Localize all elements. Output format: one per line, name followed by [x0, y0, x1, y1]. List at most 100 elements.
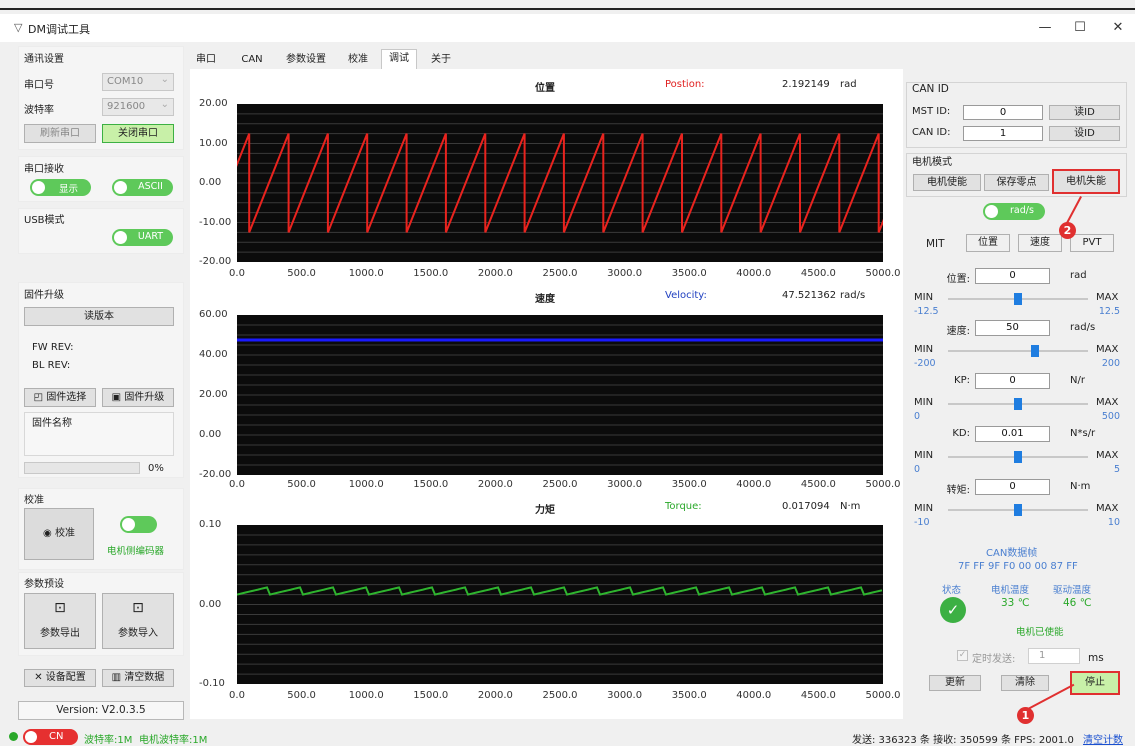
velocity-xtick: 2000.0	[477, 479, 513, 490]
motor-enable-button[interactable]: 电机使能	[913, 174, 981, 191]
mode-tab-position[interactable]: 位置	[966, 234, 1010, 252]
tab-debug[interactable]: 调试	[381, 49, 417, 69]
motor-temp-value: 33 ℃	[1001, 597, 1030, 609]
ascii-toggle-label: ASCII	[138, 181, 163, 192]
kp-slider-thumb[interactable]	[1014, 398, 1022, 410]
velocity-xtick: 4500.0	[800, 479, 836, 490]
set-id-button[interactable]: 设ID	[1049, 126, 1120, 141]
torque-plot-title: 力矩	[535, 505, 555, 516]
tab-about[interactable]: 关于	[431, 54, 451, 65]
driver-temp-value: 46 ℃	[1063, 597, 1092, 609]
driver-temp-label: 驱动温度	[1053, 585, 1092, 596]
kp-input[interactable]: 0	[975, 373, 1050, 389]
torque-xtick: 1000.0	[348, 690, 384, 701]
export-label: 参数导出	[40, 628, 80, 639]
position-ytick: 20.00	[199, 98, 228, 109]
torque-input[interactable]: 0	[975, 479, 1050, 495]
device-config-button[interactable]: ✕ 设备配置	[24, 669, 96, 687]
torque-xtick: 3000.0	[607, 690, 643, 701]
encoder-toggle[interactable]	[120, 516, 157, 533]
fw-select-button[interactable]: ◰ 固件选择	[24, 388, 96, 407]
position-plot	[237, 104, 883, 262]
tab-params[interactable]: 参数设置	[286, 54, 326, 65]
velocity-xtick: 500.0	[287, 479, 316, 490]
close-button[interactable]: ✕	[1112, 20, 1124, 35]
version-label: Version: V2.0.3.5	[18, 701, 184, 720]
comm-settings-title: 通讯设置	[24, 54, 64, 65]
position-xtick: 4500.0	[800, 268, 836, 279]
update-button[interactable]: 更新	[929, 675, 981, 691]
clear-data-button[interactable]: ▥ 清空数据	[102, 669, 174, 687]
position-input[interactable]: 0	[975, 268, 1050, 284]
tab-serial[interactable]: 串口	[196, 54, 216, 65]
tab-calibration[interactable]: 校准	[348, 54, 368, 65]
velocity-input[interactable]: 50	[975, 320, 1050, 336]
mode-tab-velocity[interactable]: 速度	[1018, 234, 1062, 252]
rad-s-toggle[interactable]: rad/s	[983, 203, 1045, 220]
velocity-slider-track	[948, 350, 1088, 352]
position-ytick: -20.00	[199, 256, 232, 267]
stop-button[interactable]: 停止	[1070, 671, 1120, 695]
clear-button[interactable]: 清除	[1001, 675, 1049, 691]
fw-select-label: 固件选择	[46, 392, 87, 403]
torque-slider-thumb[interactable]	[1014, 504, 1022, 516]
mst-id-label: MST ID:	[912, 106, 951, 117]
can-id-group	[906, 82, 1127, 148]
position-slider-thumb[interactable]	[1014, 293, 1022, 305]
motor-enabled-text: 电机已使能	[1016, 627, 1064, 638]
mode-tab-pvt[interactable]: PVT	[1070, 234, 1114, 252]
port-select[interactable]: COM10	[102, 72, 174, 91]
fw-upgrade-button[interactable]: ▣ 固件升级	[102, 388, 174, 407]
clear-stats-link[interactable]: 清空计数	[1083, 735, 1123, 746]
mode-tab-mit[interactable]: MIT	[926, 238, 945, 250]
velocity-ytick: -20.00	[199, 469, 232, 480]
minimize-button[interactable]: —	[1038, 20, 1052, 35]
velocity-slider-thumb[interactable]	[1030, 345, 1039, 357]
position-plot-title: 位置	[535, 83, 555, 94]
kp-min-value: 0	[914, 411, 921, 422]
serial-recv-title: 串口接收	[24, 164, 64, 175]
export-icon: ⊡	[54, 600, 66, 616]
kd-input[interactable]: 0.01	[975, 426, 1050, 442]
mst-id-input[interactable]: 0	[963, 105, 1043, 120]
save-zero-button[interactable]: 保存零点	[984, 174, 1049, 191]
velocity-label: 速度:	[946, 326, 970, 337]
calibrate-button[interactable]: ◉ 校准	[24, 508, 94, 560]
kd-slider-thumb[interactable]	[1014, 451, 1022, 463]
fw-name-label: 固件名称	[32, 418, 72, 429]
clear-data-label: 清空数据	[124, 672, 165, 683]
motor-temp-label: 电机温度	[991, 585, 1030, 596]
tab-can[interactable]: CAN	[241, 54, 263, 65]
motor-mode-group	[906, 153, 1127, 197]
maximize-button[interactable]: ☐	[1074, 20, 1086, 35]
ascii-toggle[interactable]: ASCII	[112, 179, 173, 196]
import-params-button[interactable]: ⊡ 参数导入	[102, 593, 174, 649]
import-icon: ⊡	[132, 600, 144, 616]
baud-select[interactable]: 921600	[102, 97, 174, 116]
export-params-button[interactable]: ⊡ 参数导出	[24, 593, 96, 649]
fw-select-icon: ◰	[33, 392, 47, 403]
torque-plot-value: 0.017094	[782, 501, 830, 512]
uart-toggle[interactable]: UART	[112, 229, 173, 246]
can-id-input[interactable]: 1	[963, 126, 1043, 141]
torque-xtick: 5000.0	[865, 690, 901, 701]
cn-toggle[interactable]: CN	[23, 729, 78, 745]
velocity-ytick: 20.00	[199, 389, 228, 400]
timed-send-input[interactable]: 1	[1028, 648, 1080, 664]
ms-label: ms	[1088, 652, 1104, 664]
motor-disable-button[interactable]: 电机失能	[1052, 169, 1120, 194]
connection-indicator-icon	[9, 732, 18, 741]
read-version-button[interactable]: 读版本	[24, 307, 174, 326]
velocity-xtick: 5000.0	[865, 479, 901, 490]
tools-icon: ✕	[34, 672, 46, 683]
torque-min-value: -10	[914, 517, 930, 528]
velocity-ytick: 0.00	[199, 429, 222, 440]
position-unit: rad	[1070, 270, 1087, 281]
display-toggle[interactable]: 显示	[30, 179, 91, 196]
refresh-port-button[interactable]: 刷新串口	[24, 124, 96, 143]
close-port-button[interactable]: 关闭串口	[102, 124, 174, 143]
fw-progress-text: 0%	[148, 463, 164, 474]
read-id-button[interactable]: 读ID	[1049, 105, 1120, 120]
timed-send-checkbox[interactable]: ✓	[957, 650, 968, 661]
kp-label: KP:	[954, 375, 970, 386]
